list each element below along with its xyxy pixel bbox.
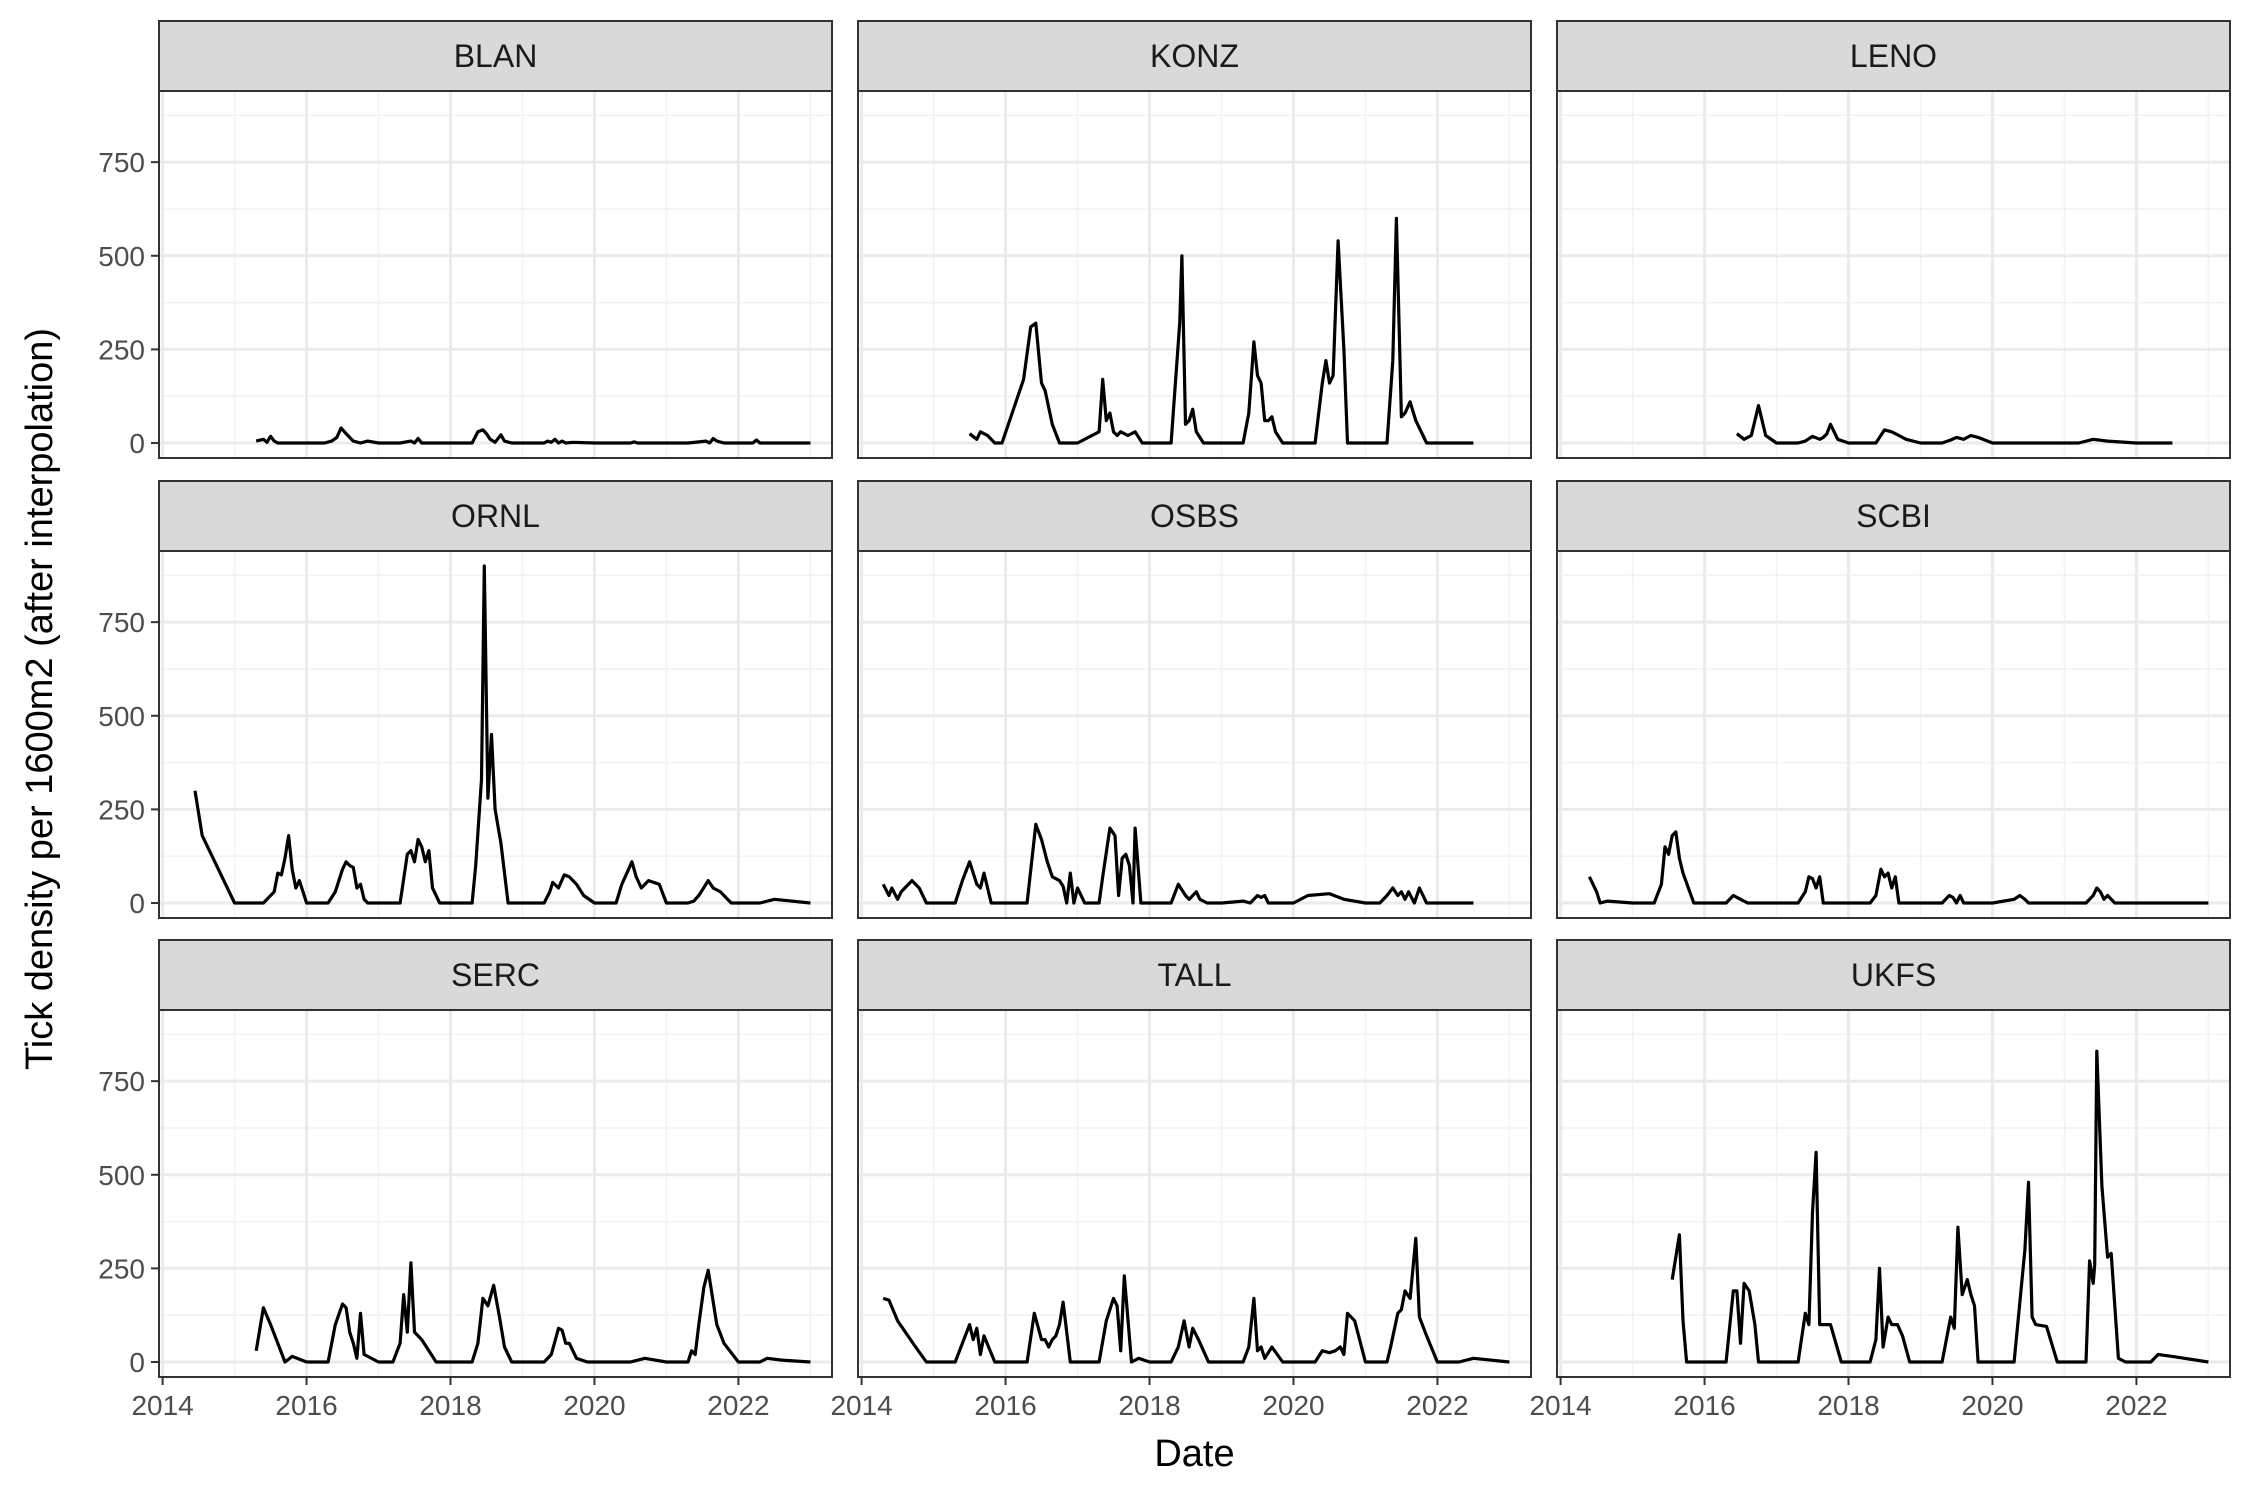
panel-background [858, 91, 1531, 458]
facet-strip [158, 480, 833, 552]
x-tick-label: 2014 [1529, 1390, 1591, 1421]
panel-background [858, 1010, 1531, 1377]
series-line-blan [255, 426, 811, 445]
x-tick-label: 2014 [131, 1390, 193, 1421]
series-line-serc [254, 1261, 811, 1364]
panel-background [1557, 1010, 2230, 1377]
y-tick-label: 500 [98, 701, 145, 732]
facet-panel-osbs: OSBS [857, 480, 1532, 919]
panel-border [857, 550, 1532, 919]
y-tick-label: 250 [98, 794, 145, 825]
y-tick-label: 0 [129, 1347, 145, 1378]
x-tick-label: 2018 [419, 1390, 481, 1421]
series-line-tall [882, 1236, 1510, 1364]
facet-panel-ukfs: UKFS 2014 2016 2018 2020 2022 [1529, 939, 2231, 1421]
x-tick-label: 2020 [1262, 1390, 1324, 1421]
y-tick-label: 500 [98, 241, 145, 272]
x-axis-title: Date [1154, 1433, 1234, 1475]
x-tick-label: 2016 [275, 1390, 337, 1421]
panel-background [159, 551, 832, 918]
series-line-osbs [881, 822, 1474, 905]
facet-strip [1556, 480, 2231, 552]
x-tick-label: 2022 [1406, 1390, 1468, 1421]
panel-border [857, 1009, 1532, 1378]
x-tick-label: 2020 [1961, 1390, 2023, 1421]
x-tick-label: 2018 [1817, 1390, 1879, 1421]
facet-strip-label: KONZ [1150, 38, 1239, 74]
panel-border [1556, 90, 2231, 459]
panel-border [857, 90, 1532, 459]
y-tick-label: 250 [98, 1253, 145, 1284]
series-line-ornl [193, 564, 811, 905]
facet-strip-label: SCBI [1856, 498, 1931, 534]
facet-panel-ornl: ORNL 0 250 500 750 [98, 480, 833, 919]
panel-border [1556, 1009, 2231, 1378]
panel-border [158, 90, 833, 459]
facet-strip [857, 20, 1532, 92]
facet-strip-label: TALL [1157, 957, 1231, 993]
x-tick-label: 2020 [563, 1390, 625, 1421]
facet-strip-label: LENO [1850, 38, 1937, 74]
facet-strip [1556, 939, 2231, 1011]
facet-panel-scbi: SCBI [1556, 480, 2231, 919]
series-line-konz [968, 216, 1474, 445]
panel-background [1557, 91, 2230, 458]
facet-panel-blan: BLAN 0 250 500 750 [98, 20, 833, 459]
facet-strip-label: OSBS [1150, 498, 1239, 534]
facet-strip-label: SERC [451, 957, 540, 993]
y-tick-label: 0 [129, 428, 145, 459]
facet-strip [1556, 20, 2231, 92]
facet-panel-serc: SERC 0 250 500 750 2014 2016 2018 2020 2022 [98, 939, 833, 1421]
y-tick-label: 250 [98, 334, 145, 365]
y-tick-label: 750 [98, 607, 145, 638]
y-axis-title: Tick density per 1600m2 (after interpola… [19, 328, 61, 1070]
y-tick-label: 0 [129, 888, 145, 919]
x-tick-label: 2022 [2105, 1390, 2167, 1421]
series-line-ukfs [1670, 1049, 2209, 1364]
panel-background [1557, 551, 2230, 918]
y-tick-label: 750 [98, 1066, 145, 1097]
facet-panels: BLAN 0 250 500 750 KONZ LENO ORNL 0 250 500 750 OSBS… [98, 20, 2231, 1421]
series-line-leno [1735, 404, 2173, 445]
facet-strip-label: ORNL [451, 498, 540, 534]
x-tick-label: 2016 [974, 1390, 1036, 1421]
x-tick-label: 2018 [1118, 1390, 1180, 1421]
y-tick-label: 500 [98, 1160, 145, 1191]
panel-border [1556, 550, 2231, 919]
facet-strip-label: BLAN [454, 38, 538, 74]
panel-background [159, 91, 832, 458]
facet-strip-label: UKFS [1851, 957, 1936, 993]
y-tick-label: 750 [98, 147, 145, 178]
facet-panel-konz: KONZ [857, 20, 1532, 459]
facet-strip [158, 939, 833, 1011]
x-tick-label: 2022 [707, 1390, 769, 1421]
x-tick-label: 2014 [830, 1390, 892, 1421]
facet-panel-leno: LENO [1556, 20, 2231, 459]
facet-strip [158, 20, 833, 92]
panel-background [858, 551, 1531, 918]
x-tick-label: 2016 [1673, 1390, 1735, 1421]
panel-border [158, 550, 833, 919]
panel-border [158, 1009, 833, 1378]
facet-panel-tall: TALL 2014 2016 2018 2020 2022 [830, 939, 1532, 1421]
series-line-scbi [1587, 830, 2209, 905]
